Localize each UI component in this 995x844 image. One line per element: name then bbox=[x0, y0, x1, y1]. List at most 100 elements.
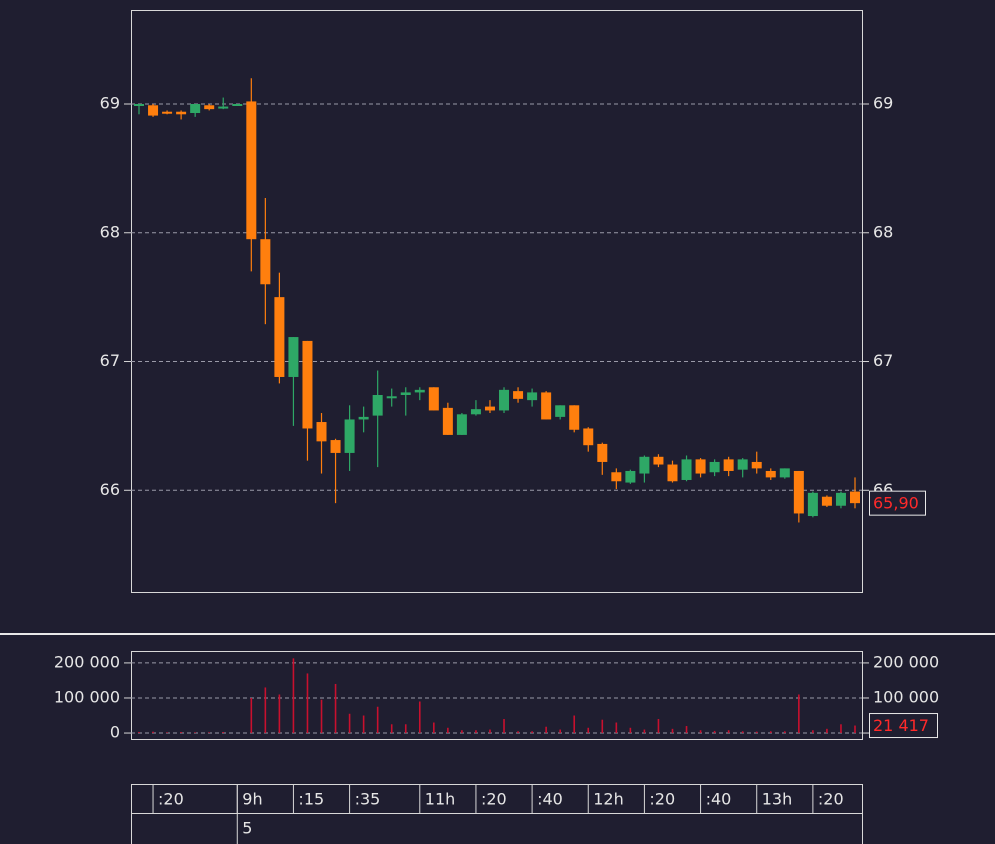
candle-body bbox=[793, 470, 804, 514]
volume-bar bbox=[601, 719, 604, 734]
candle-body bbox=[569, 405, 580, 430]
volume-bar bbox=[713, 730, 716, 734]
candle-body bbox=[625, 470, 636, 483]
candle-body bbox=[681, 459, 692, 480]
volume-bar bbox=[727, 730, 730, 734]
candle-body bbox=[274, 297, 285, 377]
volume-bar bbox=[152, 731, 154, 734]
candle-body bbox=[176, 111, 187, 115]
y-tick-label: 200 000 bbox=[54, 652, 120, 671]
y-tick-label: 0 bbox=[110, 723, 120, 742]
candle-body bbox=[541, 392, 552, 420]
candle-body bbox=[751, 461, 762, 469]
candle-body bbox=[288, 337, 299, 377]
y-tick-label: 66 bbox=[100, 480, 120, 499]
volume-bar bbox=[503, 719, 505, 734]
candle-body bbox=[148, 105, 159, 116]
y-tick-label: 200 000 bbox=[873, 652, 939, 671]
volume-bar bbox=[840, 724, 842, 734]
y-tick-label: 68 bbox=[100, 222, 120, 241]
volume-bar bbox=[180, 731, 182, 734]
candle-body bbox=[218, 106, 229, 109]
candle-body bbox=[344, 419, 355, 453]
candle-body bbox=[414, 389, 425, 393]
last-price-label: 65,90 bbox=[873, 494, 919, 513]
volume-bar bbox=[531, 731, 533, 734]
volume-bar bbox=[741, 731, 744, 734]
volume-bar bbox=[812, 730, 814, 734]
last-volume-label: 21 417 bbox=[873, 716, 929, 735]
x-tick-label: :35 bbox=[355, 790, 381, 809]
candle-body bbox=[850, 491, 860, 504]
volume-bar bbox=[222, 731, 225, 734]
candle-body bbox=[611, 472, 622, 482]
candle-body bbox=[737, 459, 748, 470]
volume-bar bbox=[629, 727, 632, 734]
volume-bar bbox=[826, 728, 828, 734]
candle-body bbox=[653, 456, 664, 465]
volume-bar bbox=[671, 728, 674, 734]
volume-bar bbox=[475, 730, 477, 734]
volume-bar bbox=[755, 731, 758, 734]
candle-body bbox=[232, 103, 243, 106]
y-tick-label: 69 bbox=[873, 93, 893, 112]
volume-bar bbox=[418, 701, 421, 734]
last-volume-box bbox=[869, 713, 938, 739]
volume-bar bbox=[685, 726, 688, 734]
volume-bar bbox=[320, 699, 323, 734]
volume-bar bbox=[643, 729, 646, 734]
candle-body bbox=[428, 387, 439, 411]
y-tick-label: 67 bbox=[100, 351, 120, 370]
y-tick-label: 67 bbox=[873, 351, 893, 370]
candle-body bbox=[555, 405, 566, 417]
x-tick-label: :20 bbox=[818, 790, 844, 809]
candle-body bbox=[765, 470, 776, 478]
x-tick-label: 13h bbox=[762, 790, 793, 809]
volume-bar bbox=[545, 726, 547, 734]
x-tick-label: :20 bbox=[481, 790, 507, 809]
candle-body bbox=[484, 406, 495, 411]
candle-body bbox=[835, 492, 846, 506]
volume-bar bbox=[376, 706, 379, 734]
candle-body bbox=[456, 414, 467, 435]
x-tick-label: 9h bbox=[242, 790, 262, 809]
candle-body bbox=[470, 409, 481, 415]
candle-body bbox=[372, 394, 383, 416]
candle-body bbox=[134, 103, 144, 106]
x-tick-label: 12h bbox=[593, 790, 624, 809]
x-tick-label: :20 bbox=[158, 790, 184, 809]
x-tick-label: :20 bbox=[649, 790, 675, 809]
volume-bar bbox=[306, 673, 309, 734]
volume-bar bbox=[138, 731, 140, 734]
candle-body bbox=[499, 389, 510, 411]
volume-bar bbox=[278, 694, 281, 734]
candle-body bbox=[190, 103, 201, 114]
candle-body bbox=[527, 392, 538, 401]
candle-body bbox=[597, 443, 608, 462]
candle-body bbox=[400, 392, 411, 395]
candle-body bbox=[709, 461, 720, 473]
date-label: 5 bbox=[242, 819, 252, 838]
candle-body bbox=[246, 101, 257, 240]
y-tick-label: 68 bbox=[873, 222, 893, 241]
volume-bar bbox=[390, 724, 393, 734]
volume-bar bbox=[769, 731, 772, 734]
volume-bar bbox=[348, 713, 351, 734]
candle-body bbox=[723, 459, 734, 471]
time-axis-frame bbox=[131, 784, 863, 844]
volume-bar bbox=[194, 732, 196, 734]
x-tick-label: :40 bbox=[706, 790, 732, 809]
volume-bar bbox=[657, 719, 660, 734]
volume-bar bbox=[517, 731, 519, 734]
volume-bar bbox=[784, 731, 786, 734]
volume-bar bbox=[615, 722, 618, 734]
volume-bar bbox=[699, 730, 702, 734]
candle-body bbox=[330, 440, 341, 453]
candle-body bbox=[779, 468, 790, 478]
x-tick-label: 11h bbox=[425, 790, 456, 809]
volume-bar bbox=[798, 694, 800, 734]
volume-frame bbox=[131, 651, 863, 740]
volume-bar bbox=[854, 725, 856, 734]
x-tick-label: :40 bbox=[537, 790, 563, 809]
volume-bar bbox=[404, 724, 407, 734]
